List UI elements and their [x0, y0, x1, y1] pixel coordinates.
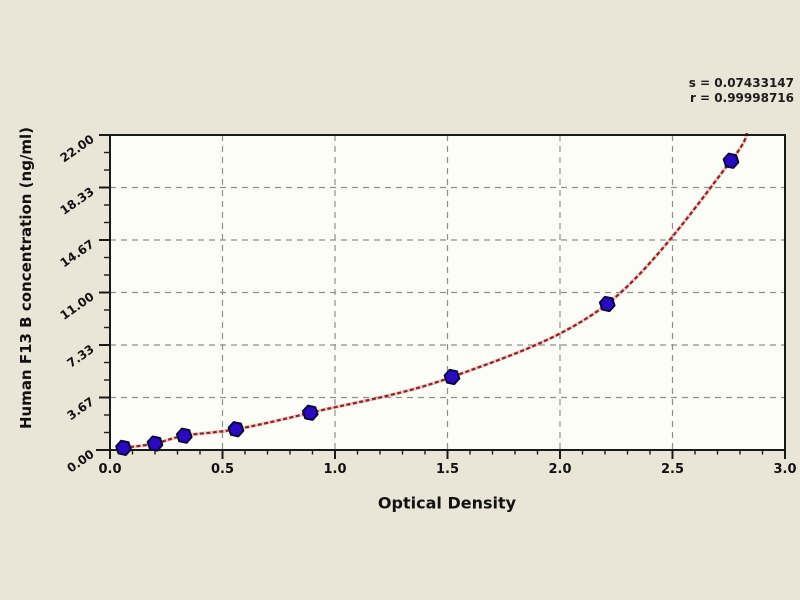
y-tick-label: 14.67: [58, 237, 97, 270]
x-axis-title: Optical Density: [377, 493, 517, 513]
x-tick-label: 0.0: [98, 462, 121, 477]
y-tick-label: 3.67: [64, 394, 96, 422]
x-tick-label: 2.5: [661, 462, 684, 477]
data-point-marker: [443, 368, 461, 386]
data-point-marker: [175, 427, 193, 444]
y-tick-label: 11.00: [58, 289, 97, 322]
fit-statistics: s = 0.07433147 r = 0.99998716: [689, 76, 794, 106]
x-tick-label: 3.0: [773, 462, 796, 477]
x-tick-label: 0.5: [211, 462, 234, 477]
fit-s-value: s = 0.07433147: [688, 76, 794, 90]
y-tick-label: 18.33: [58, 184, 97, 217]
data-point-marker: [598, 295, 616, 313]
data-point-marker: [146, 435, 164, 452]
x-tick-label: 1.0: [323, 462, 346, 477]
data-point-marker: [722, 152, 740, 169]
y-tick-label: 7.33: [64, 342, 96, 370]
fitted-curve: [123, 133, 748, 449]
fit-r-value: r = 0.99998716: [689, 91, 794, 105]
data-point-marker: [227, 421, 245, 438]
x-tick-label: 2.0: [548, 462, 571, 477]
y-tick-label: 22.00: [58, 132, 97, 165]
y-tick-label: 0.00: [64, 447, 96, 475]
x-tick-label: 1.5: [436, 462, 459, 477]
data-point-marker: [115, 439, 132, 456]
data-point-marker: [301, 404, 319, 421]
y-axis-title: Human F13 B concentration (ng/ml): [17, 126, 35, 430]
